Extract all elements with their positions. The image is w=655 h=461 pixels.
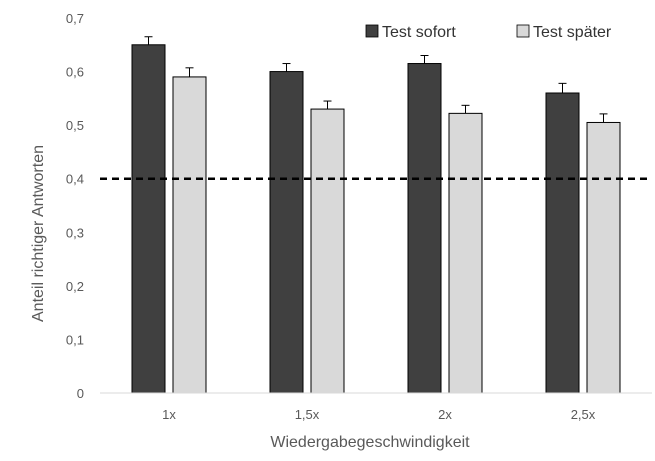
x-tick-label: 1x [162, 407, 176, 422]
bars [131, 44, 621, 394]
x-tick-label: 2,5x [571, 407, 596, 422]
y-tick-label: 0,4 [66, 172, 84, 187]
bar-test-spaeter [172, 76, 207, 394]
legend-swatch-test-sofort [365, 24, 379, 38]
x-axis-ticks: 1x 1,5x 2x 2,5x [162, 407, 596, 422]
y-axis-ticks: 0 0,1 0,2 0,3 0,4 0,5 0,6 0,7 [66, 11, 84, 401]
bar-test-sofort [407, 63, 442, 394]
y-tick-label: 0,6 [66, 65, 84, 80]
y-tick-label: 0,7 [66, 11, 84, 26]
bar-test-spaeter [310, 108, 345, 394]
legend-label-test-sofort: Test sofort [382, 24, 456, 41]
x-tick-label: 2x [438, 407, 452, 422]
error-bars [144, 36, 608, 123]
y-tick-label: 0 [77, 386, 84, 401]
x-tick-label: 1,5x [295, 407, 320, 422]
y-tick-label: 0,5 [66, 118, 84, 133]
y-tick-label: 0,1 [66, 332, 84, 347]
bar-test-spaeter [586, 121, 621, 394]
bar-test-spaeter [448, 112, 483, 394]
legend-label-test-spaeter: Test später [533, 24, 612, 41]
y-tick-label: 0,3 [66, 225, 84, 240]
x-axis-title: Wiedergabegeschwindigkeit [270, 434, 470, 451]
y-tick-label: 0,2 [66, 279, 84, 294]
legend: Test sofort Test später [365, 24, 612, 41]
legend-swatch-test-spaeter [516, 24, 530, 38]
bar-test-sofort [545, 92, 580, 394]
bar-test-sofort [131, 44, 166, 394]
bar-test-sofort [269, 71, 304, 394]
y-axis-title: Anteil richtiger Antworten [30, 145, 47, 322]
